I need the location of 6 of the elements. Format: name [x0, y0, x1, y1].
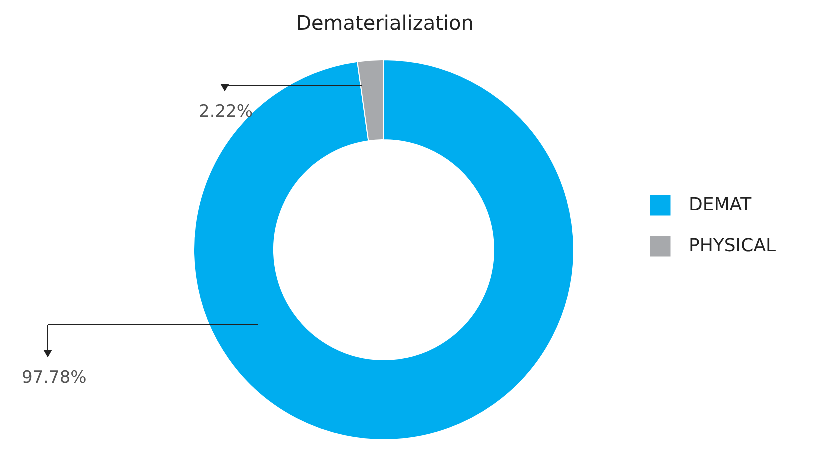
chart-title: Dematerialization	[296, 11, 474, 35]
legend-label: DEMAT	[689, 194, 753, 216]
donut-slice	[194, 60, 574, 440]
data-label: 2.22%	[199, 102, 254, 122]
legend-label: PHYSICAL	[689, 236, 776, 256]
data-label: 97.78%	[22, 368, 87, 388]
